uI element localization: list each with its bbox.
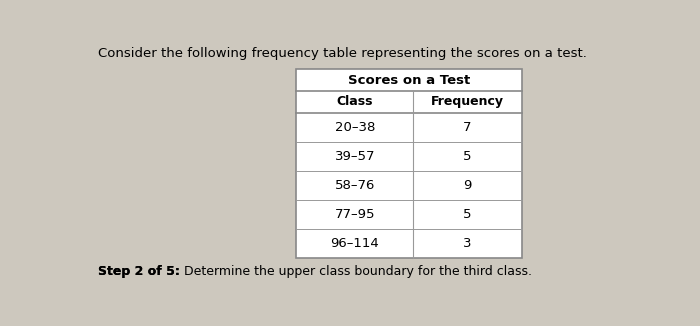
Text: Consider the following frequency table representing the scores on a test.: Consider the following frequency table r… <box>98 47 587 60</box>
Text: 96–114: 96–114 <box>330 236 379 249</box>
Text: Scores on a Test: Scores on a Test <box>348 74 470 87</box>
Text: 39–57: 39–57 <box>335 150 375 163</box>
Text: Class: Class <box>337 95 373 108</box>
Text: 7: 7 <box>463 121 472 134</box>
Text: 58–76: 58–76 <box>335 179 375 192</box>
Text: Step 2 of 5:: Step 2 of 5: <box>98 265 180 278</box>
Text: 77–95: 77–95 <box>335 208 375 220</box>
Text: 5: 5 <box>463 150 472 163</box>
Text: Step 2 of 5:: Step 2 of 5: <box>98 265 180 278</box>
Text: Frequency: Frequency <box>431 95 504 108</box>
Text: 9: 9 <box>463 179 472 192</box>
Text: 5: 5 <box>463 208 472 220</box>
Text: 3: 3 <box>463 236 472 249</box>
Text: 20–38: 20–38 <box>335 121 375 134</box>
Text: Determine the upper class boundary for the third class.: Determine the upper class boundary for t… <box>180 265 532 278</box>
